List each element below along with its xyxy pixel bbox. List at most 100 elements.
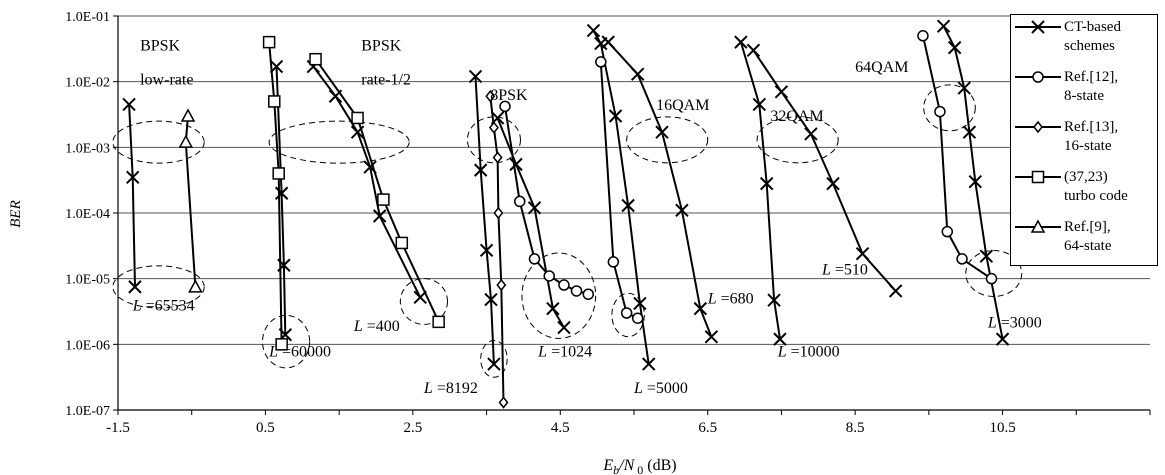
point-square [1031,170,1045,184]
point-x [774,85,789,99]
annotation: L =400 [353,318,400,335]
point-square [432,315,445,329]
point-x [630,67,645,81]
highlight-ellipse [268,120,410,164]
legend-label: Ref.[9], 64-state [1064,219,1112,254]
series-line [496,117,565,329]
x-tick-label: 6.5 [698,420,717,436]
point-x [979,249,994,263]
series-line [268,42,283,345]
annotation: L =3000 [987,315,1042,332]
legend-item: Ref.[9], 64-state [1011,215,1157,265]
series-line [474,76,495,365]
highlight-ellipse [521,252,597,339]
legend-item: Ref.[13], 16-state [1011,115,1157,165]
point-x [773,332,787,346]
point-square [268,95,281,108]
legend-item: CT-based schemes [1011,15,1157,65]
legend-circle-marker [1015,71,1061,83]
point-x [468,69,483,84]
point-circle [620,307,633,319]
annotation: L =510 [821,262,868,279]
point-x [509,157,523,172]
point-x [274,186,289,200]
annotation: L =1024 [537,344,592,361]
y-tick-label: 1.0E-02 [65,76,110,91]
point-circle [570,285,583,297]
legend-triangle-marker [1015,219,1061,233]
point-x [826,176,840,191]
annotation: L =5000 [633,380,688,397]
annotation: L =10000 [777,344,840,361]
point-x [947,40,962,55]
point-x [328,89,343,103]
point-x [487,357,501,371]
highlight-ellipse [756,116,839,164]
point-circle [607,256,620,268]
point-x [752,97,767,112]
point-x [759,176,774,191]
point-circle [499,100,511,113]
highlight-ellipse [261,314,311,369]
legend-diamond-marker [1015,120,1061,134]
point-diamond [498,396,509,409]
y-tick-label: 1.0E-05 [65,273,110,288]
point-diamond [485,90,496,103]
point-diamond [493,206,504,220]
point-x [995,332,1010,346]
point-x [363,160,377,174]
x-tick-label: -1.5 [106,420,130,436]
annotation: BPSK [361,37,401,54]
point-x [675,203,689,217]
point-x [527,201,542,215]
point-circle [917,30,929,42]
series-line [607,41,713,338]
point-circle [941,225,954,238]
point-circle [1032,71,1044,83]
legend-label: CT-based schemes [1064,19,1121,54]
highlight-ellipse [480,340,508,378]
point-triangle [1030,219,1046,233]
y-tick-label: 1.0E-03 [65,141,110,156]
point-circle [985,272,998,285]
point-x [601,35,615,49]
legend-x-marker [1015,20,1061,34]
point-circle [631,312,644,324]
point-square [275,338,288,351]
point-x [936,19,951,33]
point-diamond [488,121,499,134]
point-x [546,301,560,316]
point-x [962,125,977,139]
annotation: 8PSK [490,87,528,104]
point-x [633,296,647,311]
point-x [484,292,498,307]
point-x [413,290,427,305]
point-x [746,43,761,58]
point-x [968,174,983,189]
point-circle [582,288,595,300]
series-line [275,66,287,335]
point-square [395,236,409,250]
point-x [655,125,669,139]
y-tick-label: 1.0E-01 [65,10,110,25]
point-square [377,193,390,206]
legend-label: Ref.[12], 8-state [1064,69,1119,104]
point-x [704,330,719,344]
point-square [272,167,285,180]
point-x [767,293,781,307]
point-square [351,111,364,125]
point-x [277,258,291,272]
point-triangle [178,134,194,148]
annotations: BPSK low-rate BPSK rate-1/2 8PSK 16QAM 32QAM 64… [132,37,1042,397]
point-x [855,246,870,261]
highlight-ellipse [466,116,521,164]
annotation: 32QAM [770,108,823,125]
point-x [586,23,601,38]
point-x [804,127,818,141]
legend-square-marker [1015,170,1061,184]
annotation: low-rate [140,72,193,89]
point-x [122,97,136,112]
point-x [957,81,971,95]
y-axis-label: BER [8,200,24,228]
